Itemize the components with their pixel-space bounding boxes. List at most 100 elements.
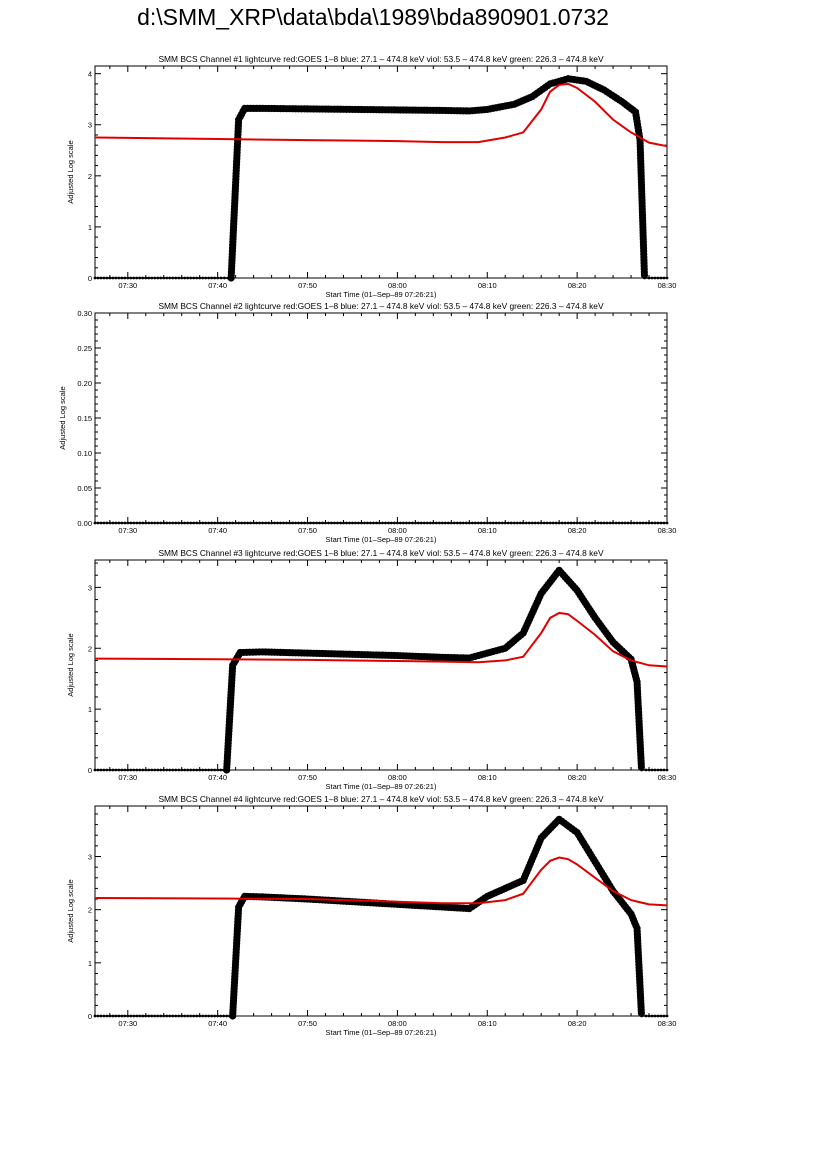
bcs-data-point [476,521,480,525]
bcs-data-point [165,276,169,280]
bcs-data-point [261,521,265,525]
bcs-data-point [228,521,232,525]
y-tick-label: 3 [88,853,92,862]
bcs-data-point [455,521,459,525]
bcs-data-point [605,521,609,525]
bcs-data-point [126,521,130,525]
bcs-data-point [126,276,130,280]
bcs-data-point [375,521,378,525]
bcs-data-point [425,521,429,525]
chart-title: SMM BCS Channel #4 lightcurve red:GOES 1… [158,794,603,804]
bcs-data-point [138,1014,142,1018]
bcs-data-point [168,768,172,772]
bcs-data-point [384,521,387,525]
bcs-data-point [210,276,214,280]
bcs-data-point [156,1014,160,1018]
bcs-data-point [536,521,540,525]
bcs-data-point [428,521,432,525]
bcs-data-point [449,521,453,525]
plot-frame [94,65,668,279]
bcs-data-point [177,276,181,280]
bcs-data-point [213,521,217,525]
goes-curve [94,856,668,907]
bcs-data-point [135,521,139,525]
x-axis-label: Start Time (01–Sep–89 07:26:21) [326,290,437,299]
chart-title: SMM BCS Channel #1 lightcurve red:GOES 1… [158,54,603,64]
bcs-data-point [348,521,351,525]
bcs-data-point [111,1014,115,1018]
x-tick-label: 07:30 [118,281,137,290]
y-tick-label: 3 [88,121,92,130]
bcs-data-point [123,521,127,525]
bcs-data-point [330,521,333,525]
bcs-data-point [665,521,669,525]
bcs-data-point [488,521,492,525]
bcs-data-point [557,521,561,525]
x-tick-label: 07:50 [298,281,317,290]
bcs-data-point [186,1014,190,1018]
bcs-data-point [500,521,504,525]
bcs-data-point [117,768,121,772]
bcs-data-point [398,521,402,525]
x-tick-label: 08:10 [478,1019,497,1028]
x-tick-label: 08:10 [478,773,497,782]
bcs-data-point [213,768,217,772]
bcs-data-point [126,768,130,772]
y-tick-label: 0.25 [77,344,92,353]
bcs-data-point [647,521,651,525]
bcs-data-point [285,521,288,525]
bcs-data-point [141,1014,145,1018]
bcs-data-point [372,521,375,525]
bcs-data-point [93,276,97,280]
bcs-curve [95,818,667,1017]
bcs-data-point [216,768,220,772]
bcs-data-point [138,521,142,525]
bcs-data-point [204,768,208,772]
bcs-data-point [640,768,643,772]
bcs-data-point [156,521,160,525]
bcs-data-point [105,276,109,280]
bcs-data-point [99,276,103,280]
bcs-data-point [129,276,133,280]
bcs-data-point [201,1014,205,1018]
bcs-data-point [234,521,238,525]
x-axis-label: Start Time (01–Sep–89 07:26:21) [326,1028,437,1037]
bcs-data-point [518,521,522,525]
bcs-data-point [201,768,205,772]
bcs-data-point [141,521,145,525]
bcs-data-point [354,521,357,525]
bcs-data-point [189,768,193,772]
y-tick-label: 0.30 [77,309,92,318]
bcs-data-point [189,1014,193,1018]
bcs-data-point [339,521,342,525]
bcs-data-point [512,521,516,525]
bcs-data-point [303,521,306,525]
bcs-data-point [431,521,435,525]
plot-frame [94,559,668,771]
bcs-data-point [102,521,106,525]
x-tick-label: 07:30 [118,773,137,782]
x-tick-label: 08:00 [388,1019,407,1028]
bcs-data-point [641,521,645,525]
bcs-data-point [647,1014,651,1018]
y-tick-label: 0.15 [77,414,92,423]
bcs-data-point [147,1014,151,1018]
y-tick-label: 2 [88,644,92,653]
bcs-data-point [198,521,202,525]
bcs-data-point [99,1014,103,1018]
bcs-data-point [111,521,115,525]
bcs-data-point [662,1014,666,1018]
bcs-data-point [171,768,175,772]
bcs-data-point [204,1014,208,1018]
bcs-data-point [135,276,139,280]
bcs-data-point [446,521,450,525]
bcs-data-point [162,768,166,772]
bcs-data-point [177,768,181,772]
bcs-data-point [96,276,100,280]
bcs-data-point [144,276,148,280]
bcs-data-point [614,521,618,525]
bcs-data-point [387,521,390,525]
bcs-data-point [554,521,558,525]
bcs-data-point [177,1014,181,1018]
